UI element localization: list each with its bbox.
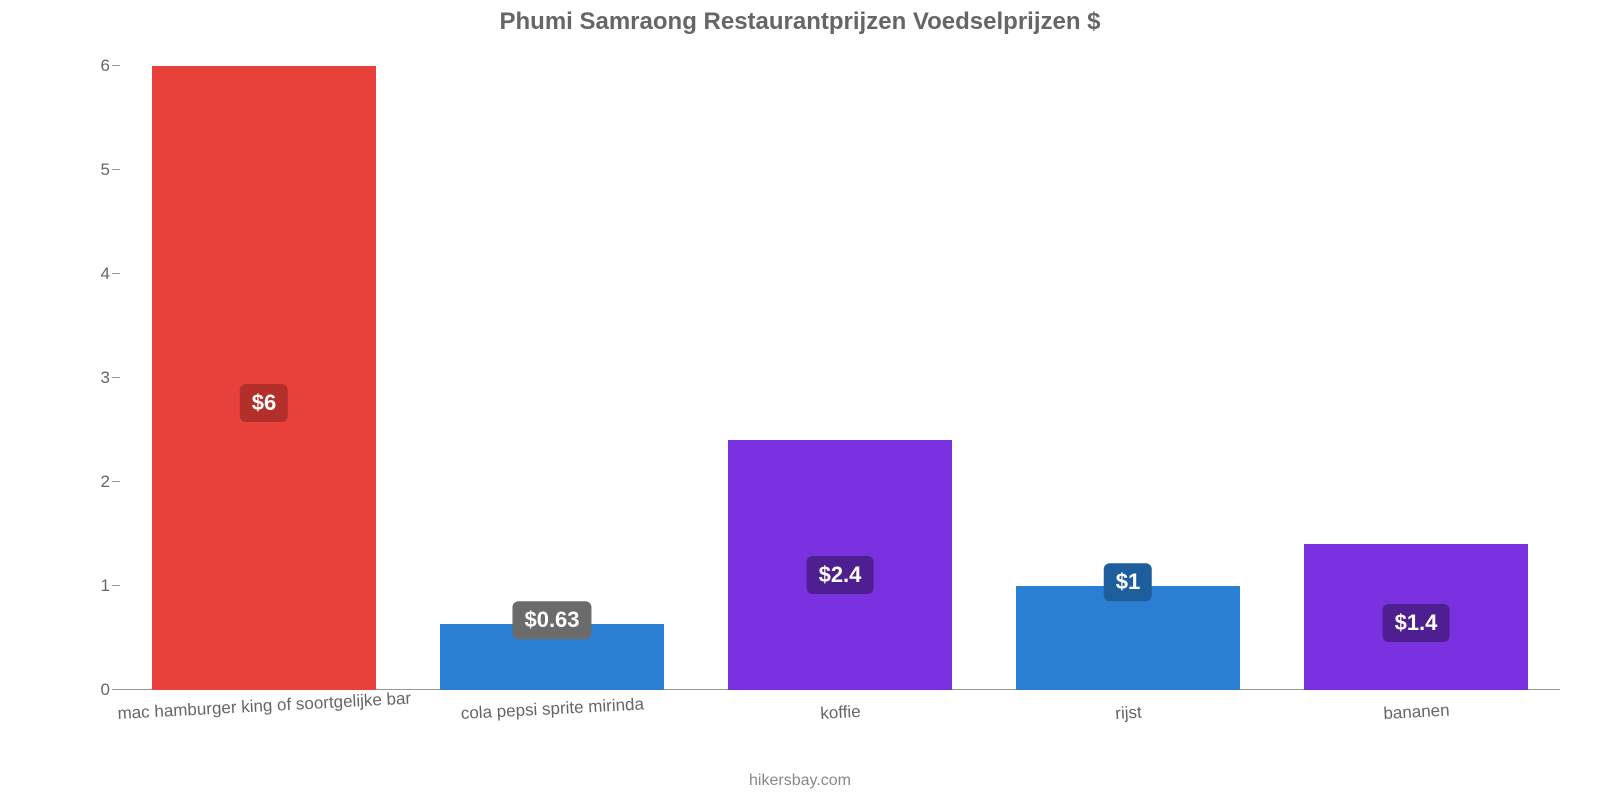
ytick-label: 2: [101, 472, 110, 492]
bar-slot: $6mac hamburger king of soortgelijke bar: [120, 50, 408, 690]
x-category-label: cola pepsi sprite mirinda: [460, 694, 644, 724]
bar: $1.4: [1304, 544, 1529, 690]
value-label: $1.4: [1383, 604, 1450, 642]
ytick-label: 1: [101, 576, 110, 596]
plot-area: 0123456 $6mac hamburger king of soortgel…: [120, 50, 1560, 690]
x-category-label: bananen: [1383, 701, 1450, 724]
bar: $6: [152, 66, 377, 690]
ytick-mark: [112, 481, 120, 482]
attribution-text: hikersbay.com: [0, 772, 1600, 790]
price-bar-chart: Phumi Samraong Restaurantprijzen Voedsel…: [0, 0, 1600, 800]
ytick-label: 5: [101, 160, 110, 180]
ytick-mark: [112, 377, 120, 378]
x-category-label: rijst: [1115, 703, 1142, 724]
bar-slot: $2.4koffie: [696, 50, 984, 690]
ytick-mark: [112, 689, 120, 690]
x-category-label: koffie: [820, 702, 861, 724]
value-label: $0.63: [512, 602, 591, 640]
ytick-label: 6: [101, 56, 110, 76]
bar: $1: [1016, 586, 1241, 690]
bar: $2.4: [728, 440, 953, 690]
value-label: $1: [1104, 563, 1152, 601]
chart-title: Phumi Samraong Restaurantprijzen Voedsel…: [0, 8, 1600, 36]
ytick-mark: [112, 169, 120, 170]
value-label: $2.4: [807, 556, 874, 594]
x-category-label: mac hamburger king of soortgelijke bar: [117, 689, 412, 724]
bar: $0.63: [440, 624, 665, 690]
ytick-mark: [112, 65, 120, 66]
ytick-label: 0: [101, 680, 110, 700]
value-label: $6: [240, 384, 288, 422]
ytick-mark: [112, 585, 120, 586]
ytick-label: 3: [101, 368, 110, 388]
bars-container: $6mac hamburger king of soortgelijke bar…: [120, 50, 1560, 690]
ytick-label: 4: [101, 264, 110, 284]
bar-slot: $1.4bananen: [1272, 50, 1560, 690]
ytick-mark: [112, 273, 120, 274]
bar-slot: $0.63cola pepsi sprite mirinda: [408, 50, 696, 690]
bar-slot: $1rijst: [984, 50, 1272, 690]
